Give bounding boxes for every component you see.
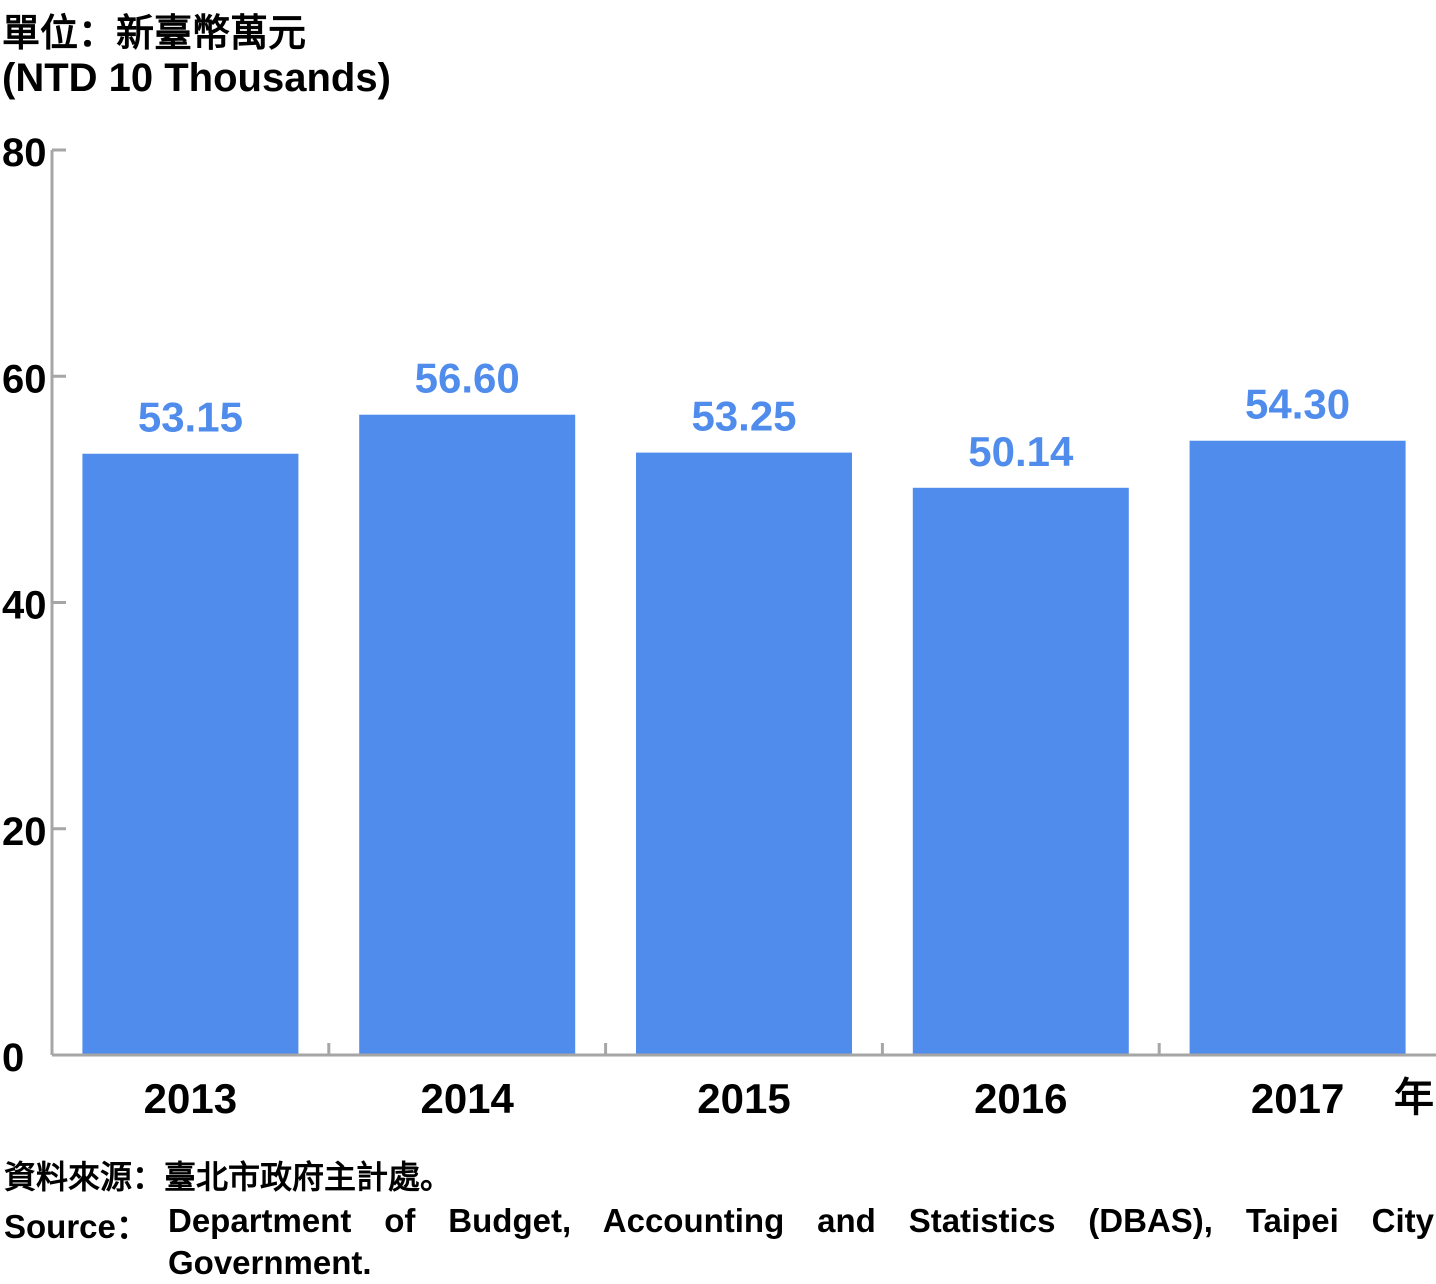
bar-2014 xyxy=(359,414,576,1055)
y-tick-label-60: 60 xyxy=(2,357,47,401)
x-tick-label-2013: 2013 xyxy=(144,1075,237,1122)
bar-chart: 53.15 2013 56.60 2014 53.25 2015 50.14 2016 54.3… xyxy=(2,131,1436,1122)
bar-2017 xyxy=(1189,440,1406,1055)
y-tick-label-20: 20 xyxy=(2,810,47,854)
data-label-2015: 53.25 xyxy=(691,393,796,440)
y-tick-label-80: 80 xyxy=(2,131,47,175)
x-tick-label-2015: 2015 xyxy=(697,1075,790,1122)
x-unit-label: 年 xyxy=(1394,1075,1434,1121)
bar-2015 xyxy=(636,452,852,1055)
source-en-label: Source： xyxy=(4,1208,149,1245)
y-tick-label-40: 40 xyxy=(2,584,47,628)
unit-label-zh: 單位：新臺幣萬元 xyxy=(2,11,307,55)
bar-2016 xyxy=(912,487,1129,1055)
x-tick-label-2017: 2017 xyxy=(1251,1075,1344,1122)
x-tick-label-2016: 2016 xyxy=(974,1075,1067,1122)
x-tick-label-2014: 2014 xyxy=(420,1075,514,1122)
source-zh: 資料來源：臺北市政府主計處。 xyxy=(4,1158,453,1196)
y-tick-label-0: 0 xyxy=(2,1036,24,1080)
data-label-2013: 53.15 xyxy=(138,394,243,441)
data-label-2016: 50.14 xyxy=(968,428,1074,475)
unit-label-en: (NTD 10 Thousands) xyxy=(2,56,391,100)
bar-2013 xyxy=(82,453,299,1056)
data-label-2014: 56.60 xyxy=(415,355,520,402)
data-label-2017: 54.30 xyxy=(1245,381,1350,428)
source-en-text: Department of Budget, Accounting and Sta… xyxy=(168,1202,1434,1281)
